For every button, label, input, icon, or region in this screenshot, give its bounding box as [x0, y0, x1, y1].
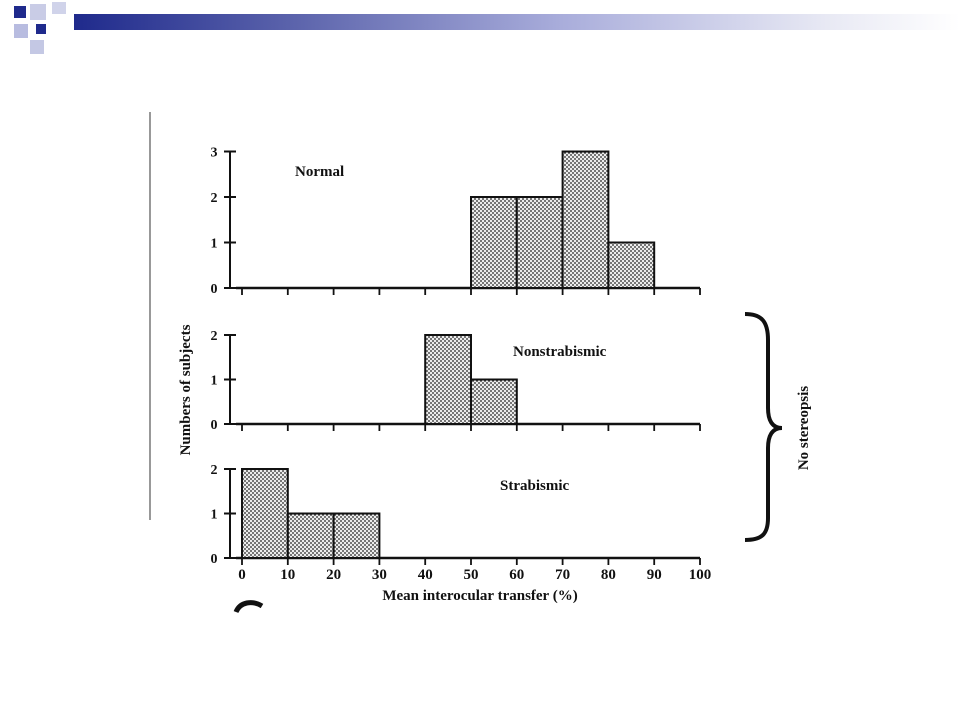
histogram-bar	[607, 241, 656, 289]
header-square-light-2	[30, 40, 44, 54]
y-axis-label: Numbers of subjects	[178, 324, 194, 455]
histogram-bar	[241, 468, 289, 559]
header-square-dark-1	[14, 6, 26, 18]
x-tick-label: 30	[372, 567, 387, 583]
x-tick-label: 40	[418, 567, 433, 583]
header-square-light-1	[30, 4, 46, 20]
y-tick-label: 2	[211, 463, 218, 478]
panel-label: Normal	[295, 164, 344, 180]
x-tick-label: 90	[647, 567, 662, 583]
header-square-mid-1	[14, 24, 28, 38]
y-tick-label: 0	[211, 418, 218, 433]
x-tick-label: 70	[555, 567, 570, 583]
histogram-bar	[470, 378, 518, 425]
histogram-bar	[286, 512, 335, 559]
y-tick-label: 0	[211, 282, 218, 297]
x-tick-label: 100	[689, 567, 712, 583]
scan-artifact-arc	[233, 600, 264, 614]
histogram-bar	[561, 150, 610, 289]
histogram-bar	[515, 196, 564, 289]
y-tick-label: 1	[211, 374, 218, 389]
x-tick-label: 10	[280, 567, 295, 583]
no-stereopsis-label: No stereopsis	[796, 386, 812, 470]
header-square-dark-3	[36, 24, 46, 34]
panel-label: Strabismic	[500, 478, 570, 494]
histogram-bar	[332, 512, 381, 559]
x-tick-label: 50	[464, 567, 479, 583]
y-tick-label: 2	[211, 191, 218, 206]
histogram-bar	[470, 196, 518, 289]
x-axis-label: Mean interocular transfer (%)	[382, 588, 577, 604]
y-tick-label: 1	[211, 508, 218, 523]
y-tick-label: 2	[211, 329, 218, 344]
x-tick-label: 80	[601, 567, 616, 583]
x-tick-label: 20	[326, 567, 341, 583]
y-tick-label: 0	[211, 552, 218, 567]
histogram-bar	[424, 334, 473, 425]
header-gradient-bar	[74, 14, 960, 30]
no-stereopsis-bracket	[744, 312, 783, 542]
y-tick-label: 1	[211, 237, 218, 252]
header-square-dark-2	[52, 2, 66, 14]
y-tick-label: 3	[211, 146, 218, 161]
x-tick-label: 60	[509, 567, 524, 583]
panel-label: Nonstrabismic	[513, 344, 607, 360]
x-tick-label: 0	[238, 567, 246, 583]
